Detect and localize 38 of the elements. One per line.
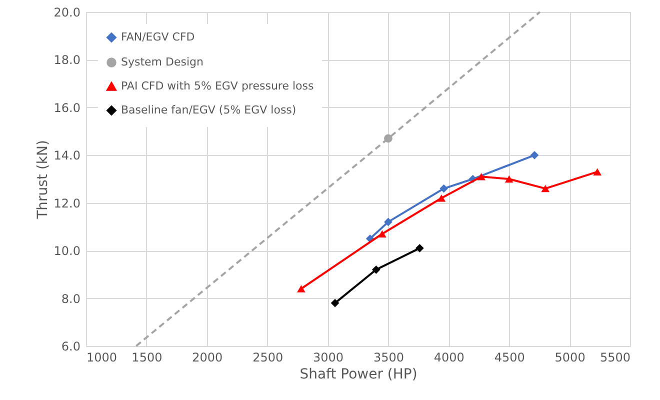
y-tick-label: 12.0 (54, 196, 80, 210)
y-tick-label: 10.0 (54, 244, 80, 258)
point (372, 265, 380, 274)
point (415, 244, 424, 252)
point (384, 218, 392, 226)
x-tick-label: 5000 (554, 350, 586, 364)
x-tick-label: 5500 (600, 350, 630, 364)
y-tick-label: 6.0 (61, 340, 80, 354)
x-tick-label: 2000 (192, 350, 223, 364)
y-axis-title: Thrust (kN) (34, 140, 51, 220)
x-tick-label: 3000 (313, 350, 344, 364)
x-tick-label: 4000 (434, 350, 464, 364)
point (593, 168, 602, 176)
y-tick-label: 18.0 (54, 53, 80, 68)
x-tick-label: 1000 (86, 350, 118, 364)
y-tick-label: 16.0 (54, 100, 80, 115)
point (437, 194, 446, 202)
point (378, 230, 386, 238)
y-tick-label: 14.0 (54, 148, 80, 163)
x-tick-label: 1500 (132, 350, 162, 364)
y-tick-label: 20.0 (54, 6, 80, 20)
point (297, 285, 306, 292)
y-tick-label: 8.0 (61, 292, 80, 306)
x-tick-label: 2500 (252, 350, 284, 364)
point (330, 298, 340, 308)
legend-label: FAN/EGV CFD (121, 30, 195, 44)
point (504, 175, 514, 183)
point (384, 134, 392, 143)
x-axis-title: Shaft Power (HP) (300, 366, 418, 382)
legend-label: Baseline fan/EGV (5% EGV loss) (121, 104, 296, 116)
point (530, 150, 539, 160)
point (440, 184, 448, 193)
legend-label: System Design (121, 56, 204, 68)
point (541, 184, 550, 192)
legend-label: PAI CFD with 5% EGV pressure loss (121, 80, 314, 92)
x-tick-label: 4500 (494, 350, 525, 364)
point (477, 172, 486, 180)
x-tick-label: 3500 (373, 350, 404, 364)
